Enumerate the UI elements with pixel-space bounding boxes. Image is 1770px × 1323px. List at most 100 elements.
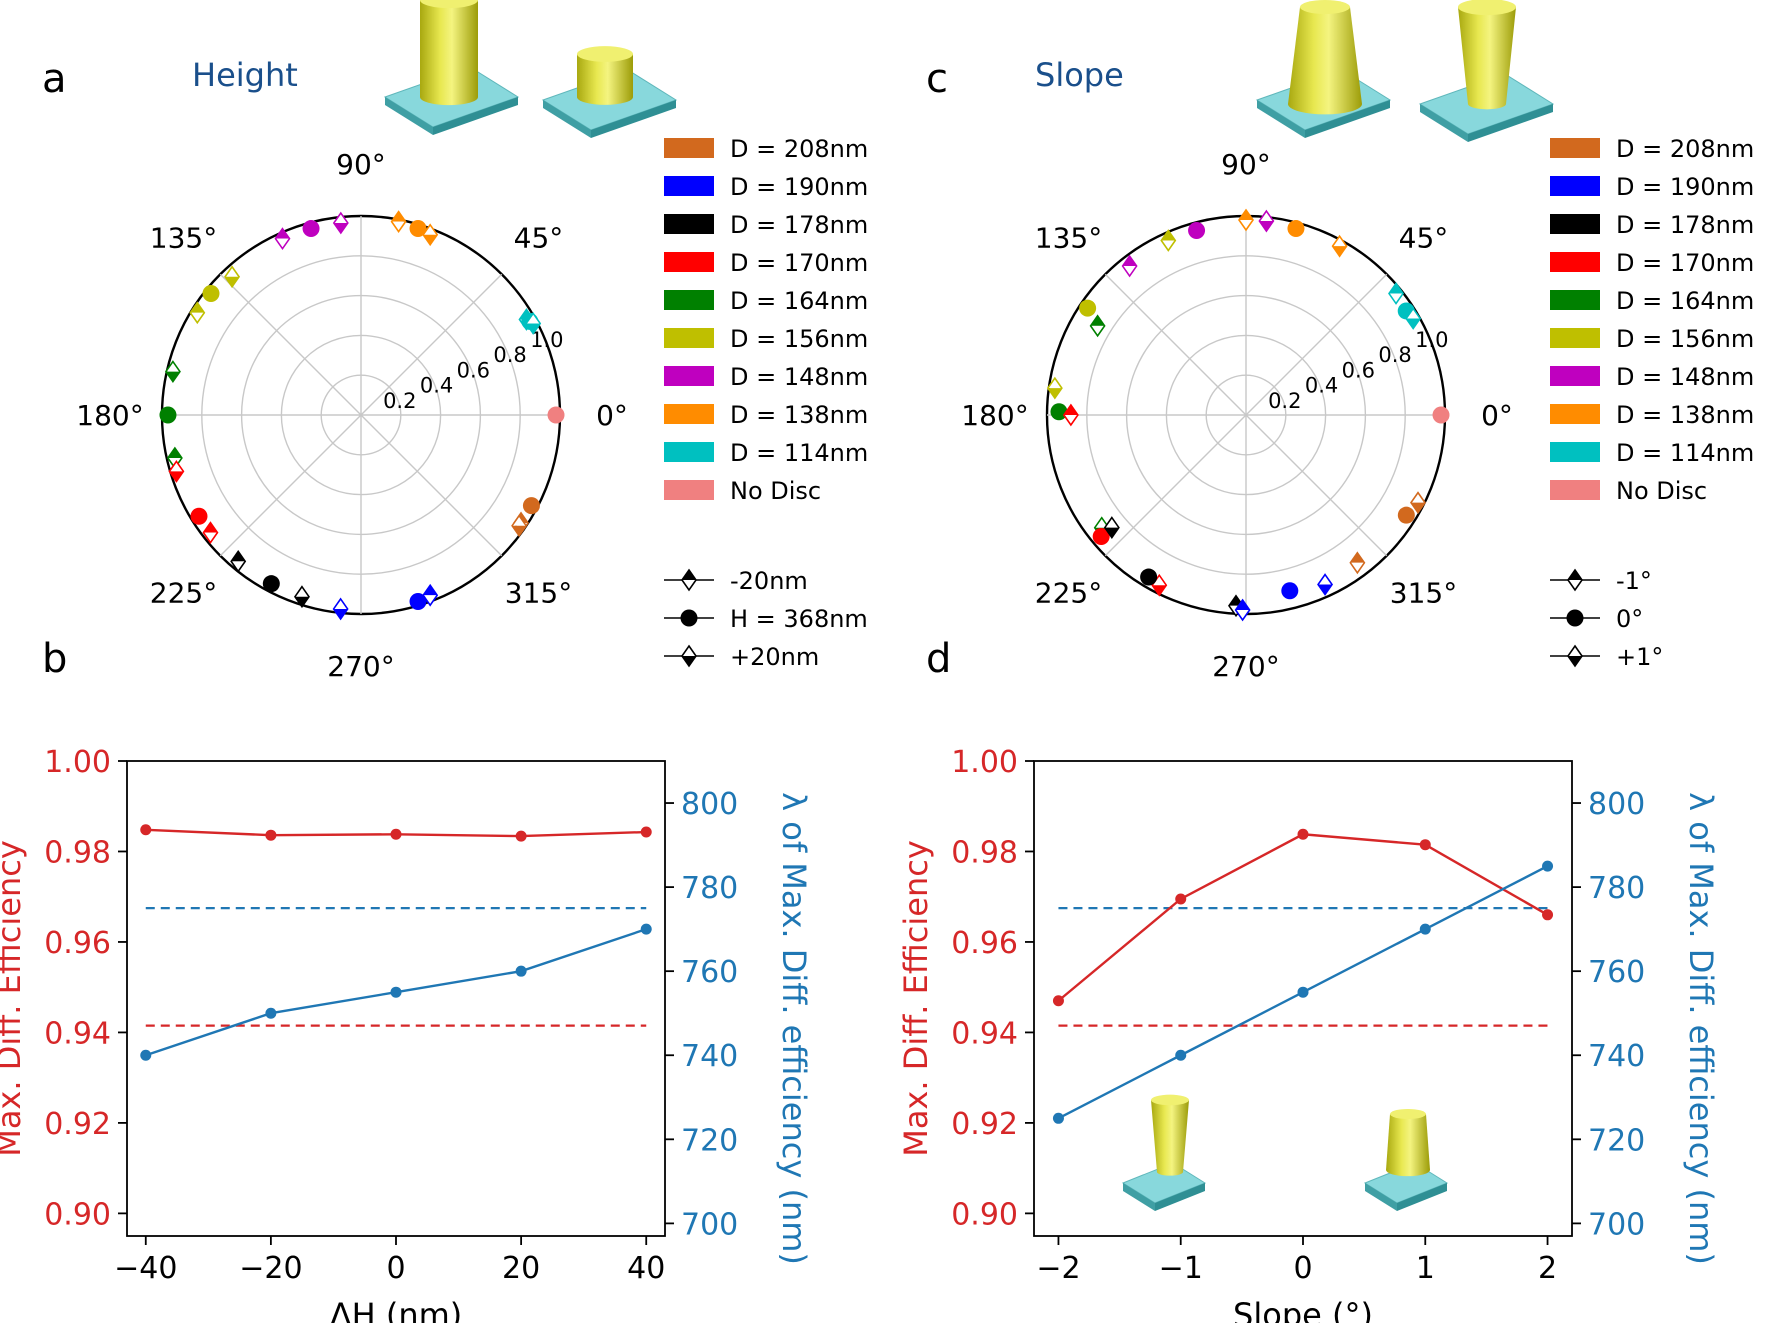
y-tick-label: 1.00: [951, 745, 1018, 780]
y-tick-label: 0.94: [951, 1016, 1018, 1051]
legend-swatch: [664, 328, 714, 348]
legend-label: H = 368nm: [730, 605, 868, 633]
substrate-edge: [433, 97, 518, 135]
point-D178-diamond-bottom: [293, 585, 310, 609]
x-tick-label: −20: [239, 1251, 302, 1286]
legend-swatch: [1550, 480, 1600, 500]
marker-outline: [1349, 551, 1366, 575]
y-tick-label: 0.98: [951, 835, 1018, 870]
marker-outline: [1258, 209, 1275, 233]
y2-tick-label: 800: [1588, 787, 1645, 822]
marker-empty: [275, 238, 290, 249]
polar-radial-tick: 0.8: [493, 343, 526, 367]
marker-empty: [203, 532, 218, 543]
polar-angle-tick: 135°: [150, 222, 217, 255]
substrate-edge: [1155, 1183, 1205, 1211]
legend-swatch: [664, 252, 714, 272]
marker-outline: [1234, 598, 1251, 622]
panel-c-slope-polar: 0° 45° 90° 135° 180° 225° 270° 315° 0.20.40.60.8…: [961, 0, 1754, 683]
panel-title: Slope: [1035, 56, 1124, 94]
polar-radial-tick: 1.0: [1415, 328, 1448, 352]
marker-empty: [1568, 580, 1582, 590]
marker-empty: [165, 361, 180, 372]
marker-fill: [333, 608, 348, 619]
marker-fill: [203, 522, 218, 533]
point-D156-diamond-bottom: [224, 265, 241, 289]
legend-label: D = 164nm: [730, 287, 868, 315]
marker-empty: [682, 580, 696, 590]
marker-empty: [1090, 325, 1105, 336]
marker-fill: [190, 302, 205, 313]
marker-empty: [391, 221, 406, 232]
polar-angle-tick: 90°: [336, 148, 386, 181]
marker-empty: [1389, 293, 1404, 304]
panel-label-d: d: [926, 636, 951, 682]
point-D170-diamond-bottom: [168, 460, 185, 483]
marker-empty: [526, 313, 541, 324]
series-point-blue: [390, 986, 402, 998]
polar-grid-spoke: [1245, 273, 1388, 416]
marker-outline: [202, 521, 219, 545]
legend-marker: [680, 609, 698, 627]
series-point-red: [1175, 893, 1187, 905]
marker-empty: [1047, 378, 1062, 389]
polar-radial-tick: 0.4: [1305, 374, 1338, 398]
point-D156-diamond-bottom: [1046, 376, 1063, 400]
marker-outline: [332, 211, 349, 235]
point-D148-diamond-bottom: [1258, 209, 1275, 233]
point-D178-circle: [262, 575, 280, 593]
series-point-blue: [140, 1049, 152, 1061]
legend-label: D = 138nm: [730, 401, 868, 429]
marker-fill: [167, 447, 182, 458]
y2-axis-label: λ of Max. Diff. efficiency (nm): [775, 792, 813, 1265]
point-D156-diamond-top: [1160, 229, 1177, 252]
y2-tick-label: 700: [1588, 1207, 1645, 1242]
marker-outline: [274, 227, 291, 251]
legend-swatch: [664, 480, 714, 500]
point-D178-diamond-bottom: [1103, 516, 1120, 539]
pillar-body: [1386, 1114, 1430, 1177]
legend-marker: [1566, 609, 1584, 627]
polar-angle-tick: 225°: [150, 576, 217, 609]
marker-empty: [423, 595, 438, 606]
x-tick-label: 0: [1293, 1251, 1312, 1286]
polar-radial-tick: 0.6: [1342, 358, 1375, 382]
marker-empty: [1568, 646, 1582, 656]
y2-tick-label: 740: [681, 1039, 738, 1074]
x-tick-label: −2: [1036, 1251, 1080, 1286]
marker-fill: [1122, 256, 1137, 267]
point-D148-diamond-bottom: [332, 211, 349, 235]
marker-outline: [681, 644, 697, 668]
point-D170-circle: [190, 507, 208, 525]
y-tick-label: 0.92: [44, 1107, 111, 1142]
marker-fill: [391, 211, 406, 222]
point-D138-diamond-bottom: [1331, 234, 1348, 258]
polar-radial-tick: 0.4: [420, 374, 453, 398]
legend-swatch: [664, 290, 714, 310]
series-point-red: [1297, 828, 1309, 840]
point-D156-circle: [202, 285, 220, 303]
x-axis-label: ΔH (nm): [330, 1296, 463, 1323]
legend-swatch: [1550, 328, 1600, 348]
point-D114-diamond-bottom: [1405, 307, 1422, 330]
y2-tick-label: 760: [681, 955, 738, 990]
series-point-red: [1419, 839, 1431, 851]
marker-empty: [1161, 240, 1176, 251]
y2-tick-label: 740: [1588, 1039, 1645, 1074]
marker-empty: [1410, 492, 1425, 503]
marker-fill: [294, 596, 309, 607]
marker-empty: [1239, 219, 1253, 230]
marker-outline: [1062, 403, 1079, 427]
legend-label: D = 178nm: [1616, 211, 1754, 239]
legend-label: No Disc: [1616, 477, 1707, 505]
series-point-red: [140, 824, 152, 836]
pillar-top: [1458, 0, 1516, 16]
series-point-red: [390, 828, 402, 840]
point-D114-diamond-bottom: [525, 312, 542, 335]
marker-empty: [1063, 415, 1078, 425]
y-tick-label: 1.00: [44, 745, 111, 780]
legend-swatch: [664, 366, 714, 386]
marker-empty: [333, 213, 348, 224]
marker-empty: [1152, 575, 1167, 586]
